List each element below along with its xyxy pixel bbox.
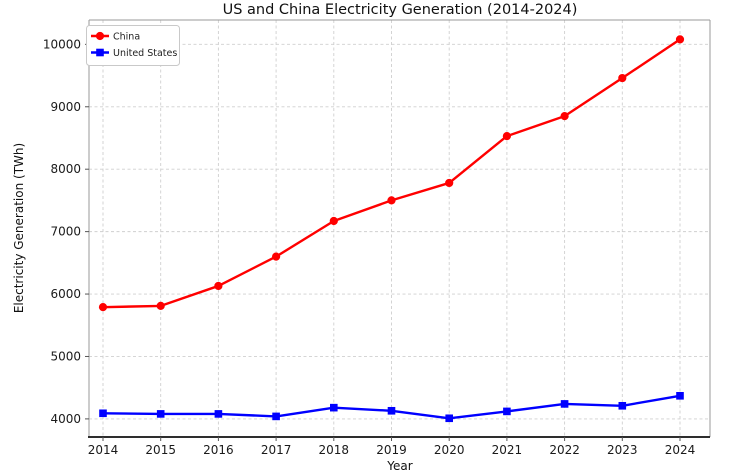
- data-point-china: [272, 252, 281, 261]
- data-point-united-states: [156, 410, 165, 418]
- data-point-china: [214, 281, 223, 291]
- ticks: [85, 43, 681, 441]
- data-point-china: [156, 301, 165, 311]
- data-point-united-states: [272, 412, 280, 421]
- legend-label-china: China: [113, 32, 140, 43]
- gridlines: [89, 20, 710, 437]
- y-tick-label: 4000: [50, 412, 81, 426]
- data-point-united-states: [99, 409, 107, 418]
- y-tick-label: 9000: [50, 100, 81, 114]
- x-tick-label: 2021: [492, 443, 523, 457]
- data-point-china: [98, 303, 108, 312]
- x-tick-label: 2019: [376, 443, 407, 457]
- legend-box: [86, 25, 180, 66]
- data-point-china: [618, 73, 627, 83]
- y-tick-label: 8000: [50, 162, 81, 176]
- series-united-states: [99, 391, 684, 423]
- x-tick-label: 2014: [88, 443, 119, 457]
- data-point-china: [387, 196, 396, 205]
- y-tick-label: 6000: [50, 287, 81, 301]
- x-axis-label: Year: [387, 459, 413, 473]
- data-point-china: [502, 132, 511, 141]
- x-tick-label: 2022: [549, 443, 580, 457]
- legend-label-united-states: United States: [113, 48, 177, 59]
- data-point-united-states: [387, 406, 396, 415]
- legend-marker-square-icon: [96, 48, 104, 57]
- x-tick-label: 2015: [145, 443, 176, 457]
- y-tick-label: 5000: [50, 349, 81, 363]
- legend-item-china: China: [91, 32, 140, 43]
- data-point-united-states: [503, 407, 511, 416]
- data-point-china: [445, 178, 454, 188]
- data-point-united-states: [445, 414, 453, 423]
- x-tick-label: 2023: [607, 443, 638, 457]
- y-tick-label: 10000: [43, 37, 81, 51]
- data-point-united-states: [560, 400, 569, 408]
- data-point-united-states: [214, 410, 223, 418]
- chart-title: US and China Electricity Generation (201…: [222, 2, 578, 18]
- x-tick-label: 2017: [261, 443, 292, 457]
- legend: China United States: [86, 25, 180, 66]
- data-point-china: [560, 112, 569, 121]
- x-tick-label: 2024: [665, 443, 696, 457]
- x-tick-label: 2020: [434, 443, 465, 457]
- data-point-united-states: [676, 391, 684, 400]
- series-china: [98, 35, 685, 312]
- legend-marker-circle-icon: [95, 31, 105, 41]
- data-point-united-states: [618, 401, 627, 410]
- y-tick-label: 7000: [50, 225, 81, 239]
- data-point-china: [329, 216, 338, 226]
- data-point-china: [675, 35, 685, 44]
- x-tick-label: 2018: [319, 443, 350, 457]
- legend-item-united-states: United States: [91, 48, 177, 59]
- data-point-united-states: [330, 403, 338, 412]
- x-tick-label: 2016: [203, 443, 234, 457]
